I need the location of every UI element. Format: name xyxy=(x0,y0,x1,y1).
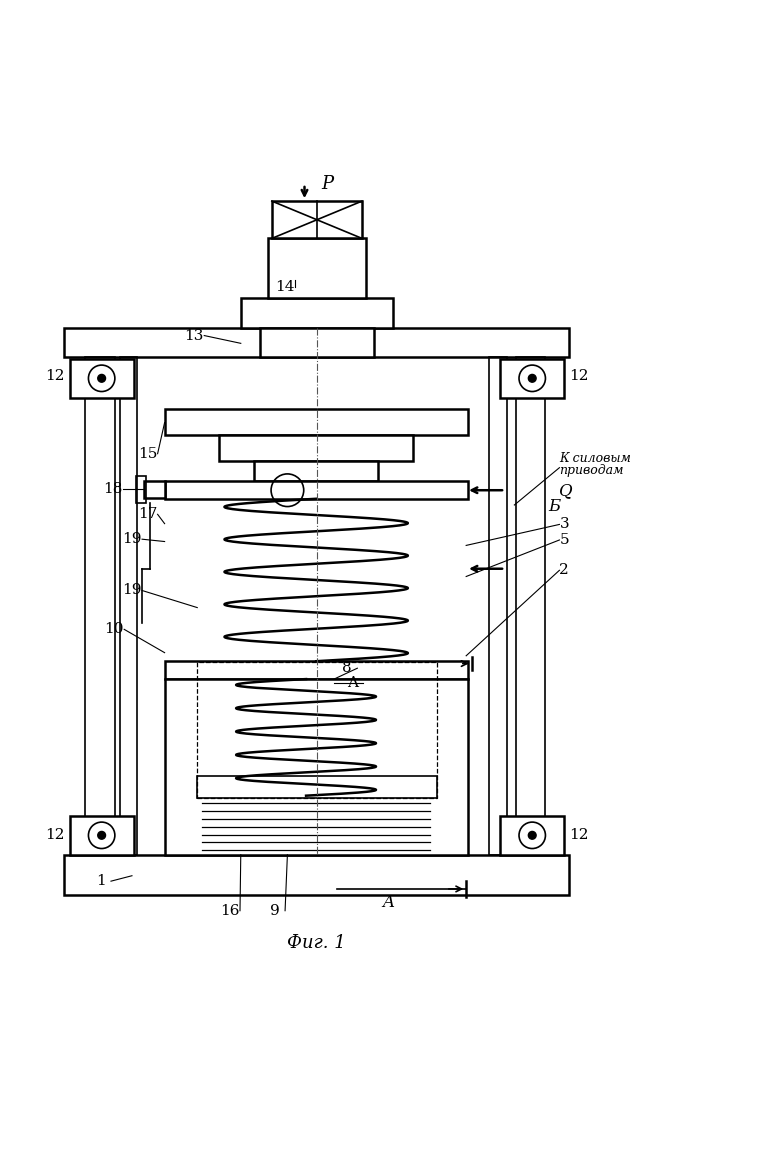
Bar xyxy=(516,357,545,854)
Circle shape xyxy=(98,831,105,839)
Text: 2: 2 xyxy=(559,564,569,578)
Text: 16: 16 xyxy=(220,904,239,918)
Text: 19: 19 xyxy=(122,583,142,597)
Bar xyxy=(500,816,564,854)
Bar xyxy=(69,359,133,398)
Text: 1: 1 xyxy=(96,874,106,888)
Text: P: P xyxy=(321,175,334,193)
Bar xyxy=(119,357,136,854)
Text: 12: 12 xyxy=(569,828,588,843)
Bar xyxy=(241,299,393,327)
Bar xyxy=(63,327,569,357)
Bar xyxy=(165,481,468,499)
Text: 19: 19 xyxy=(122,533,142,547)
Text: A: A xyxy=(382,895,395,911)
Bar xyxy=(165,409,468,435)
Circle shape xyxy=(98,375,105,382)
Text: 17: 17 xyxy=(138,507,158,521)
Text: приводам: приводам xyxy=(559,465,624,477)
Bar xyxy=(261,327,374,357)
Text: Фиг. 1: Фиг. 1 xyxy=(287,934,346,952)
Bar xyxy=(254,461,378,481)
Text: К силовым: К силовым xyxy=(559,452,631,465)
Bar xyxy=(63,854,569,895)
Text: 12: 12 xyxy=(569,369,588,383)
Circle shape xyxy=(528,375,536,382)
Bar xyxy=(165,679,468,854)
Text: 15: 15 xyxy=(138,446,158,461)
Text: 12: 12 xyxy=(45,828,65,843)
Bar xyxy=(219,435,413,461)
Bar xyxy=(197,662,437,798)
Bar xyxy=(268,239,366,299)
Text: 9: 9 xyxy=(270,904,280,918)
Bar xyxy=(490,357,506,854)
Text: Б: Б xyxy=(548,498,560,515)
Bar xyxy=(69,816,133,854)
Text: 5: 5 xyxy=(559,533,569,547)
Text: 8: 8 xyxy=(342,661,352,676)
Bar xyxy=(272,201,362,239)
Bar xyxy=(500,359,564,398)
Bar xyxy=(85,357,115,854)
Text: 18: 18 xyxy=(103,482,122,497)
Text: 12: 12 xyxy=(45,369,65,383)
Bar xyxy=(144,481,165,498)
Circle shape xyxy=(528,831,536,839)
Text: 3: 3 xyxy=(559,518,569,532)
Text: Q: Q xyxy=(559,482,573,499)
Text: 13: 13 xyxy=(184,329,204,342)
Text: 14: 14 xyxy=(275,280,295,294)
Bar xyxy=(136,476,146,504)
Bar xyxy=(165,661,468,679)
Bar xyxy=(197,776,437,798)
Text: 10: 10 xyxy=(105,623,124,636)
Text: A: A xyxy=(347,676,358,689)
